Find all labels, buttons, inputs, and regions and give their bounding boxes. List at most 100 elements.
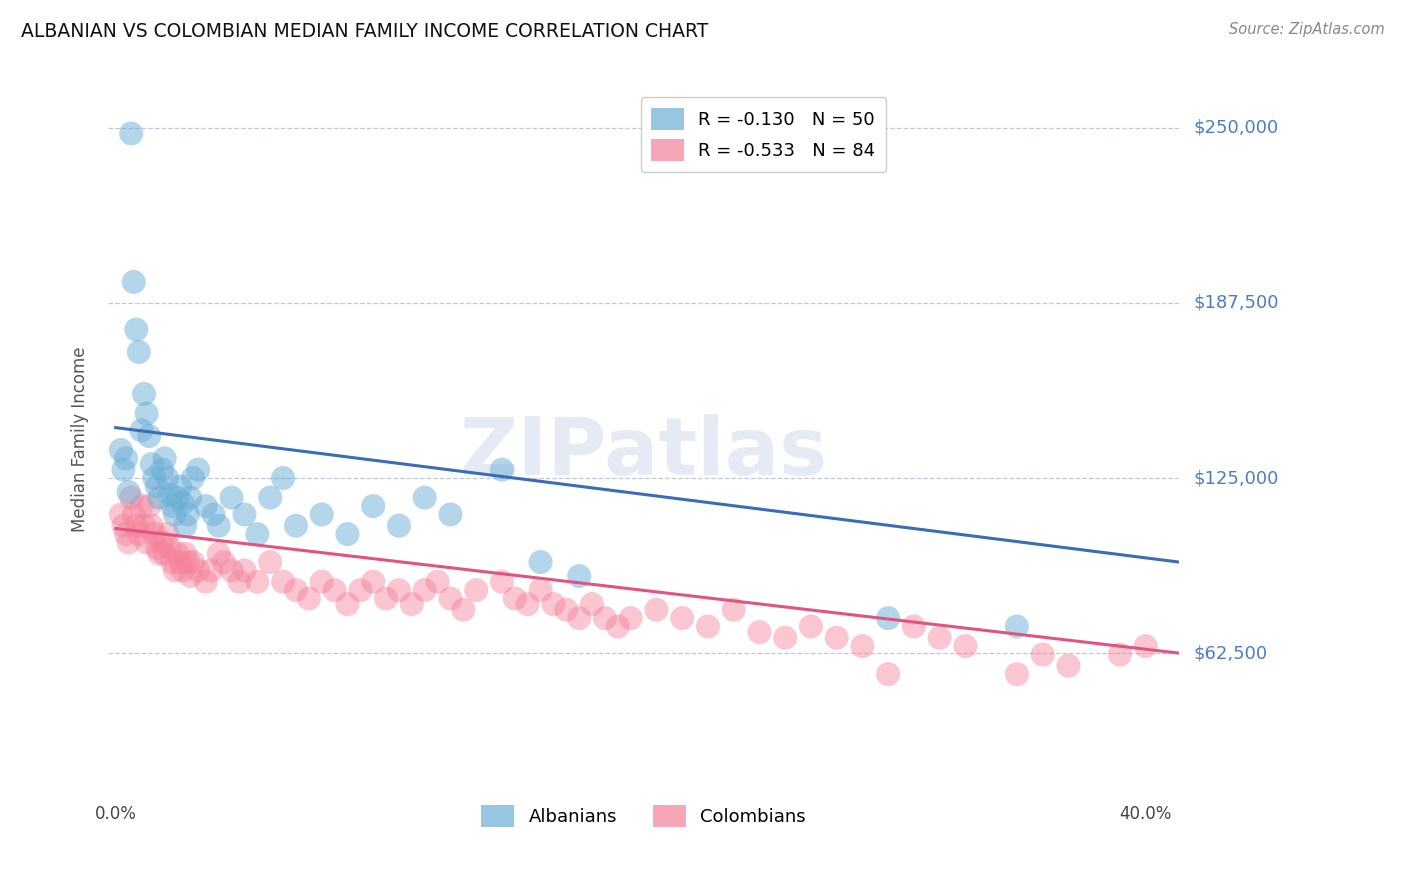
Point: [311, 508, 333, 522]
Point: [132, 387, 155, 401]
Point: [138, 429, 160, 443]
Point: [361, 574, 384, 589]
Point: [150, 535, 173, 549]
Point: [128, 527, 150, 541]
Point: [110, 443, 132, 458]
Point: [177, 508, 200, 522]
Point: [311, 574, 333, 589]
Point: [233, 508, 256, 522]
Point: [202, 508, 225, 522]
Point: [148, 491, 170, 505]
Point: [156, 527, 179, 541]
Point: [159, 541, 181, 555]
Point: [439, 508, 461, 522]
Point: [115, 451, 138, 466]
Point: [132, 518, 155, 533]
Point: [903, 619, 925, 633]
Point: [516, 597, 538, 611]
Point: [1057, 658, 1080, 673]
Point: [221, 491, 243, 505]
Point: [179, 569, 201, 583]
Point: [174, 518, 197, 533]
Point: [645, 603, 668, 617]
Point: [174, 547, 197, 561]
Point: [143, 527, 166, 541]
Point: [117, 485, 139, 500]
Point: [187, 463, 209, 477]
Point: [491, 463, 513, 477]
Y-axis label: Median Family Income: Median Family Income: [72, 346, 89, 532]
Point: [503, 591, 526, 606]
Point: [1032, 648, 1054, 662]
Point: [200, 564, 222, 578]
Point: [131, 499, 153, 513]
Point: [800, 619, 823, 633]
Text: $125,000: $125,000: [1194, 469, 1278, 487]
Point: [375, 591, 398, 606]
Point: [112, 518, 135, 533]
Point: [128, 345, 150, 359]
Point: [221, 564, 243, 578]
Point: [153, 547, 176, 561]
Point: [120, 127, 142, 141]
Point: [928, 631, 950, 645]
Point: [110, 508, 132, 522]
Point: [120, 491, 142, 505]
Point: [146, 479, 169, 493]
Point: [135, 407, 157, 421]
Point: [555, 603, 578, 617]
Point: [620, 611, 643, 625]
Point: [246, 574, 269, 589]
Point: [163, 508, 186, 522]
Point: [851, 639, 873, 653]
Point: [146, 541, 169, 555]
Point: [177, 555, 200, 569]
Point: [246, 527, 269, 541]
Point: [259, 555, 281, 569]
Point: [336, 527, 359, 541]
Point: [141, 518, 163, 533]
Point: [723, 603, 745, 617]
Point: [162, 555, 184, 569]
Point: [465, 583, 488, 598]
Point: [169, 555, 191, 569]
Point: [117, 535, 139, 549]
Point: [271, 574, 294, 589]
Point: [388, 518, 411, 533]
Point: [148, 547, 170, 561]
Point: [593, 611, 616, 625]
Point: [233, 564, 256, 578]
Text: $250,000: $250,000: [1194, 119, 1278, 136]
Point: [172, 564, 194, 578]
Point: [581, 597, 603, 611]
Point: [166, 547, 188, 561]
Text: $187,500: $187,500: [1194, 294, 1278, 312]
Text: $62,500: $62,500: [1194, 644, 1267, 662]
Point: [401, 597, 423, 611]
Point: [150, 463, 173, 477]
Point: [323, 583, 346, 598]
Point: [212, 555, 235, 569]
Point: [697, 619, 720, 633]
Point: [141, 457, 163, 471]
Point: [426, 574, 449, 589]
Point: [181, 555, 204, 569]
Point: [568, 569, 591, 583]
Point: [349, 583, 371, 598]
Point: [271, 471, 294, 485]
Text: Source: ZipAtlas.com: Source: ZipAtlas.com: [1229, 22, 1385, 37]
Point: [194, 574, 217, 589]
Point: [568, 611, 591, 625]
Point: [122, 508, 145, 522]
Point: [259, 491, 281, 505]
Point: [122, 275, 145, 289]
Point: [388, 583, 411, 598]
Point: [1109, 648, 1132, 662]
Point: [543, 597, 565, 611]
Point: [159, 488, 181, 502]
Point: [748, 625, 770, 640]
Point: [125, 322, 148, 336]
Point: [208, 547, 231, 561]
Point: [153, 451, 176, 466]
Point: [208, 518, 231, 533]
